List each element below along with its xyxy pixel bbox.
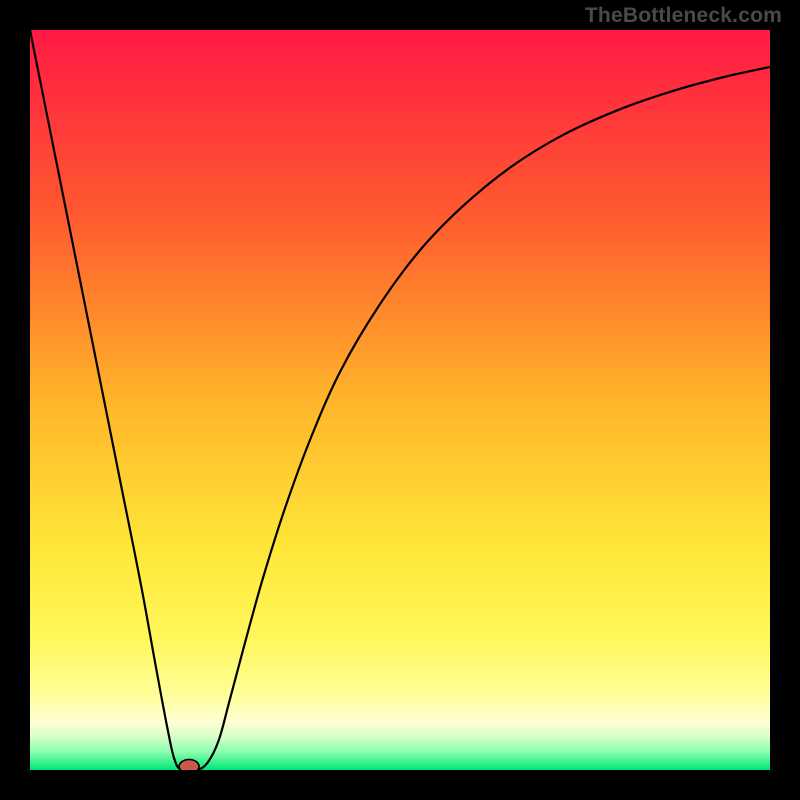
watermark-label: TheBottleneck.com: [585, 4, 782, 28]
plot-area: [30, 30, 770, 770]
gradient-background: [30, 30, 770, 770]
chart-container: TheBottleneck.com: [0, 0, 800, 800]
optimal-point-marker: [179, 760, 199, 771]
bottleneck-curve-chart: [30, 30, 770, 770]
